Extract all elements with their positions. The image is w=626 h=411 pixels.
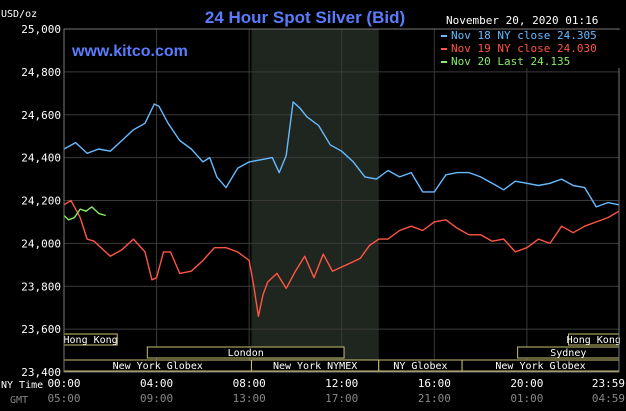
legend-label: Nov 20 Last 24.135 [451, 55, 570, 68]
y-tick-label: 24,600 [21, 109, 61, 122]
x-tick-label-gmt: 21:00 [418, 392, 451, 405]
y-tick-label: 25,000 [21, 23, 61, 36]
x-tick-label-gmt: 01:00 [510, 392, 543, 405]
timestamp: November 20, 2020 01:16 [446, 14, 598, 27]
y-tick-label: 24,800 [21, 66, 61, 79]
series-line [63, 101, 620, 208]
x-axis: 00:00 05:00 04:00 09:00 08:00 13:00 12:00 17:00… [47, 377, 625, 405]
session-label: NY Globex [393, 361, 447, 372]
grid-lines [64, 29, 619, 372]
x-tick-label-ny: 20:00 [510, 377, 543, 390]
x-tick-label-ny: 04:00 [140, 377, 173, 390]
x-tick-label-ny: 00:00 [47, 377, 80, 390]
session-label: New York NYMEX [273, 361, 357, 372]
chart-title: 24 Hour Spot Silver (Bid) [205, 8, 405, 27]
legend-label: Nov 18 NY close 24.305 [451, 29, 597, 42]
session-label: Hong Kong [567, 335, 621, 346]
x-tick-label-ny: 12:00 [325, 377, 358, 390]
x-tick-label-gmt: 09:00 [140, 392, 173, 405]
series-lines [63, 101, 620, 317]
y-tick-label: 23,600 [21, 323, 61, 336]
session-label: London [228, 348, 264, 359]
market-sessions: Hong Kong Hong Kong London Sydney New York G… [63, 333, 621, 372]
plot-frame [63, 28, 620, 373]
legend [437, 30, 624, 68]
y-tick-label: 23,400 [21, 366, 61, 379]
time-row-labels: NY Time GMT [1, 380, 43, 406]
y-tick-label: 24,400 [21, 152, 61, 165]
session-label: Sydney [550, 348, 586, 359]
x-tick-label-ny: 16:00 [418, 377, 451, 390]
y-tick-label: 24,000 [21, 237, 61, 250]
x-tick-label-gmt: 04:59 [592, 392, 625, 405]
kitco-website[interactable]: www.kitco.com [71, 43, 188, 60]
session-label: New York Globex [113, 361, 203, 372]
x-tick-label-ny: 08:00 [233, 377, 266, 390]
session-label: Hong Kong [64, 335, 118, 346]
y-tick-label: 24,200 [21, 195, 61, 208]
x-tick-label-gmt: 13:00 [233, 392, 266, 405]
x-tick-label-ny: 23:59 [592, 377, 625, 390]
session-bar [146, 346, 345, 359]
session-label: New York Globex [495, 361, 585, 372]
y-tick-label: 23,800 [21, 280, 61, 293]
x-tick-label-gmt: 05:00 [47, 392, 80, 405]
series-line [63, 199, 620, 317]
y-axis: 25,000 24,800 24,600 24,400 24,200 24,000 23,8… [21, 23, 61, 379]
ny-time-label: NY Time [1, 380, 43, 391]
y-axis-unit: USD/oz [1, 9, 37, 20]
series-line [63, 206, 106, 221]
gmt-label: GMT [10, 395, 28, 406]
legend-label: Nov 19 NY close 24.030 [451, 42, 597, 55]
x-tick-label-gmt: 17:00 [325, 392, 358, 405]
